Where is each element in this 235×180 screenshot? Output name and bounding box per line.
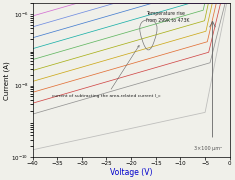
Text: 3×100 μm²: 3×100 μm² bbox=[194, 146, 222, 151]
X-axis label: Voltage (V): Voltage (V) bbox=[110, 168, 152, 177]
Text: current of subtracting the area-related current I_c: current of subtracting the area-related … bbox=[52, 46, 161, 98]
Text: Temperature rise
from 299K to 473K: Temperature rise from 299K to 473K bbox=[146, 11, 189, 23]
Y-axis label: Current (A): Current (A) bbox=[4, 61, 10, 100]
